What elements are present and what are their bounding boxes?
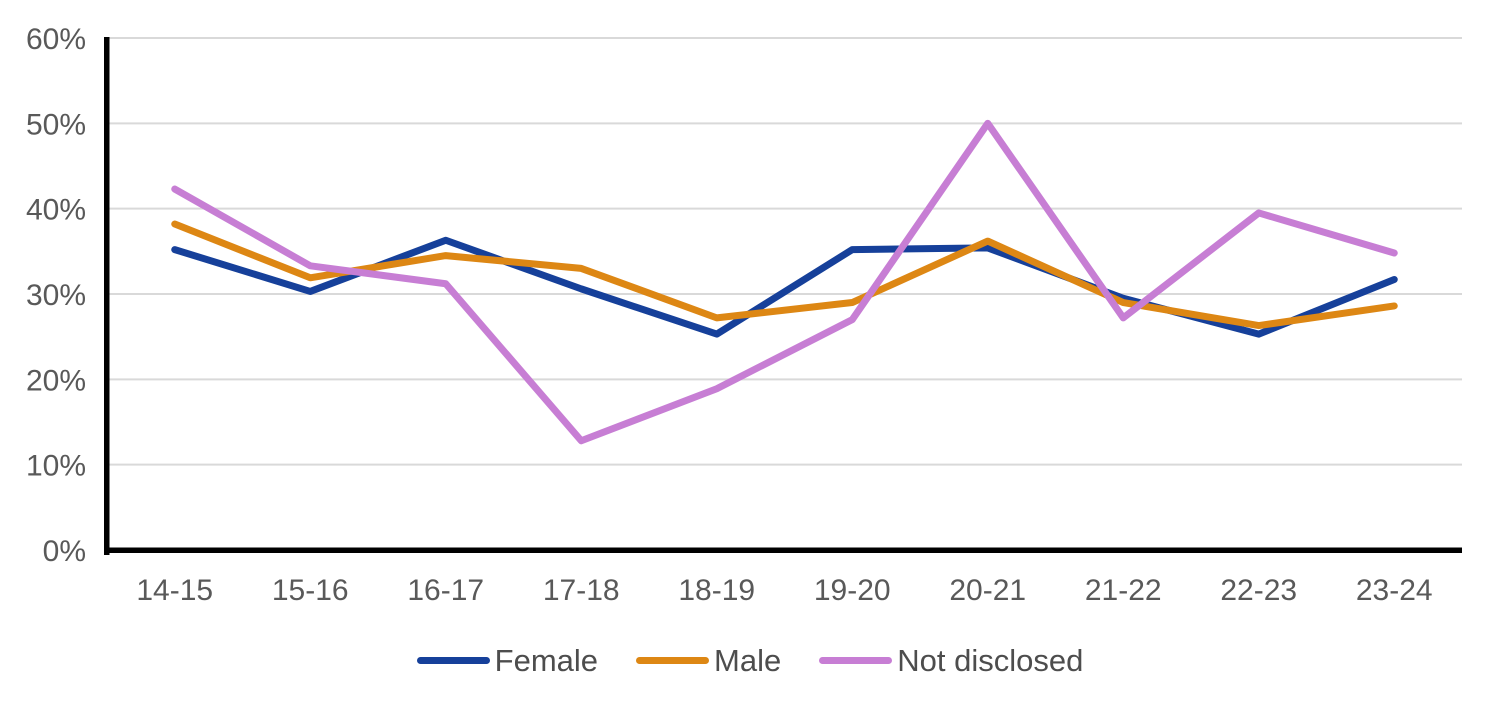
legend-label-not-disclosed: Not disclosed xyxy=(897,643,1084,678)
x-tick-label: 21-22 xyxy=(1085,574,1162,607)
x-tick-label: 20-21 xyxy=(949,574,1026,607)
legend-item-female: Female xyxy=(416,643,599,678)
legend-swatch-male xyxy=(636,657,710,664)
legend-item-not-disclosed: Not disclosed xyxy=(819,645,1083,676)
legend-item-male: Male xyxy=(636,645,781,676)
y-axis-line xyxy=(104,37,110,555)
y-tick-label: 60% xyxy=(26,23,86,56)
y-tick-label: 40% xyxy=(26,194,86,227)
x-tick-label: 22-23 xyxy=(1220,574,1297,607)
legend-swatch-not-disclosed xyxy=(819,657,893,664)
series-line-not-disclosed xyxy=(171,119,1398,445)
legend: Female Male Not disclosed xyxy=(0,645,1500,676)
legend-label-female: Female xyxy=(494,643,599,678)
x-tick-label: 18-19 xyxy=(678,574,755,607)
x-tick-label: 16-17 xyxy=(407,574,484,607)
series-line-male xyxy=(171,220,1398,330)
legend-swatch-female xyxy=(416,657,490,664)
y-tick-label: 30% xyxy=(26,279,86,312)
y-tick-label: 20% xyxy=(26,364,86,397)
x-tick-label: 19-20 xyxy=(814,574,891,607)
x-tick-label: 14-15 xyxy=(136,574,213,607)
line-chart: 0% 10% 20% 30% 40% 50% 60% 14-15 15-16 16-17 17-18… xyxy=(26,23,1462,607)
legend-label-male: Male xyxy=(714,643,782,678)
x-tick-label: 17-18 xyxy=(543,574,620,607)
y-tick-label: 10% xyxy=(26,450,86,483)
y-tick-label: 50% xyxy=(26,108,86,141)
x-tick-label: 23-24 xyxy=(1356,574,1433,607)
x-tick-label: 15-16 xyxy=(272,574,349,607)
y-tick-label: 0% xyxy=(43,535,86,568)
x-axis-line xyxy=(104,547,1462,553)
